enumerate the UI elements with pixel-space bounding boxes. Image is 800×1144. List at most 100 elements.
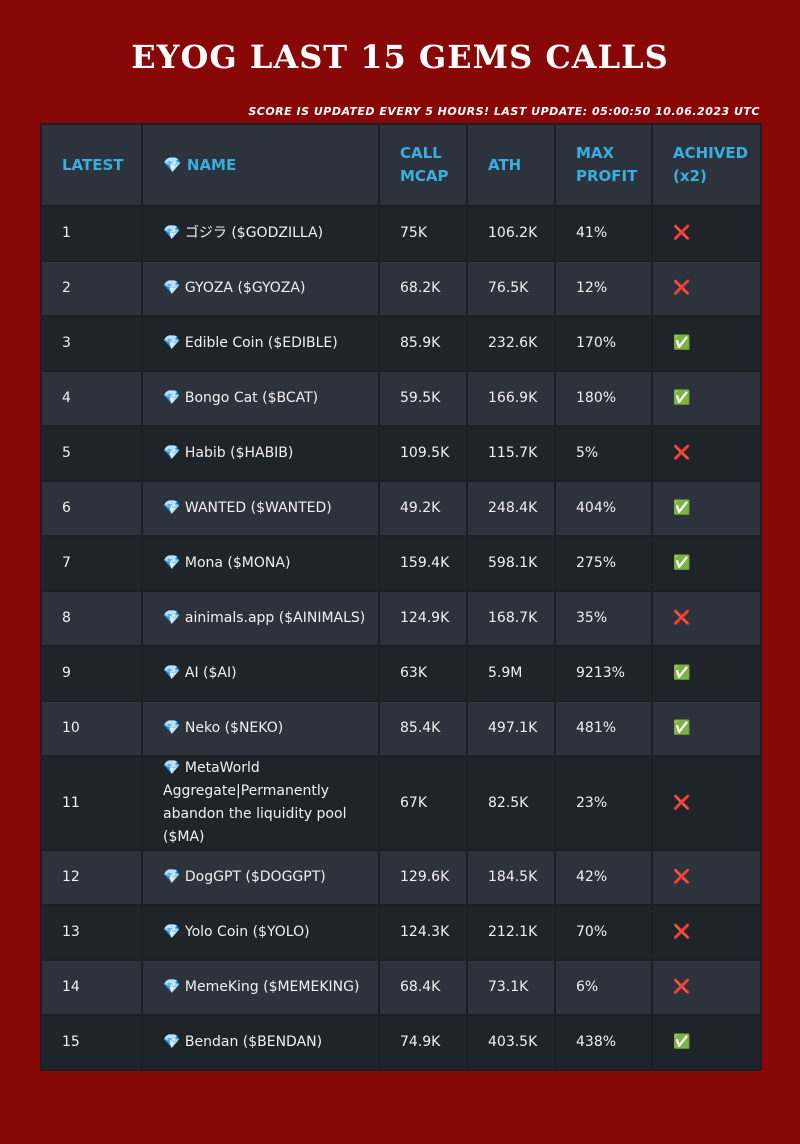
subtitle: SCORE IS UPDATED EVERY 5 HOURS! LAST UPD… — [248, 105, 760, 118]
cell: 76.5K — [468, 262, 554, 315]
column-header: ACHIVED (x2) — [653, 125, 760, 205]
cell: 7 — [42, 537, 141, 590]
cell: 232.6K — [468, 317, 554, 370]
cell: 💎 Edible Coin ($EDIBLE) — [143, 317, 378, 370]
cell: 6% — [556, 961, 651, 1014]
cell: 49.2K — [380, 482, 466, 535]
cell: ✅ — [653, 317, 760, 370]
column-header: LATEST — [42, 125, 141, 205]
cell: 85.4K — [380, 702, 466, 755]
cell: 11 — [42, 757, 141, 849]
cell: 75K — [380, 207, 466, 260]
cell: 35% — [556, 592, 651, 645]
cell: 68.4K — [380, 961, 466, 1014]
column-header: MAX PROFIT — [556, 125, 651, 205]
cell: 10 — [42, 702, 141, 755]
cell: 67K — [380, 757, 466, 849]
cell: 275% — [556, 537, 651, 590]
cell: 💎 MetaWorld Aggregate|Permanently abando… — [143, 757, 378, 849]
cell: 5 — [42, 427, 141, 480]
cell: ❌ — [653, 757, 760, 849]
cell: ✅ — [653, 702, 760, 755]
cell: 9213% — [556, 647, 651, 700]
row: 8 💎 ainimals.app ($AINIMALS) 124.9K 168.7K 3… — [42, 592, 760, 645]
cell: 💎 ゴジラ ($GODZILLA) — [143, 207, 378, 260]
row: 6 💎 WANTED ($WANTED) 49.2K 248.4K 404% ✅ — [42, 482, 760, 535]
row: 14 💎 MemeKing ($MEMEKING) 68.4K 73.1K 6% ❌ — [42, 961, 760, 1014]
cell: 124.9K — [380, 592, 466, 645]
header-row: LATEST 💎 NAME CALL MCAP ATH MAX PROFIT ACHIVE… — [42, 125, 760, 205]
row: 11 💎 MetaWorld Aggregate|Permanently aban… — [42, 757, 760, 849]
cell: ✅ — [653, 537, 760, 590]
cell: 59.5K — [380, 372, 466, 425]
cell: 166.9K — [468, 372, 554, 425]
cell: 70% — [556, 906, 651, 959]
row: 12 💎 DogGPT ($DOGGPT) 129.6K 184.5K 42% ❌ — [42, 851, 760, 904]
cell: 212.1K — [468, 906, 554, 959]
cell: 8 — [42, 592, 141, 645]
cell: 85.9K — [380, 317, 466, 370]
table-body: 1 💎 ゴジラ ($GODZILLA) 75K 106.2K 41% ❌ 2 💎 GYOZA … — [42, 207, 760, 1069]
cell: ❌ — [653, 427, 760, 480]
cell: 💎 Bongo Cat ($BCAT) — [143, 372, 378, 425]
cell: 💎 Neko ($NEKO) — [143, 702, 378, 755]
cell: 404% — [556, 482, 651, 535]
cell: 74.9K — [380, 1016, 466, 1069]
cell: 💎 WANTED ($WANTED) — [143, 482, 378, 535]
cell: 168.7K — [468, 592, 554, 645]
cell: 42% — [556, 851, 651, 904]
cell: 1 — [42, 207, 141, 260]
cell: 598.1K — [468, 537, 554, 590]
cell: 💎 AI ($AI) — [143, 647, 378, 700]
cell: 💎 MemeKing ($MEMEKING) — [143, 961, 378, 1014]
cell: ✅ — [653, 1016, 760, 1069]
cell: 3 — [42, 317, 141, 370]
cell: 2 — [42, 262, 141, 315]
row: 13 💎 Yolo Coin ($YOLO) 124.3K 212.1K 70% ❌ — [42, 906, 760, 959]
row: 9 💎 AI ($AI) 63K 5.9M 9213% ✅ — [42, 647, 760, 700]
gems-table: LATEST 💎 NAME CALL MCAP ATH MAX PROFIT ACHIVE… — [40, 123, 762, 1071]
cell: ✅ — [653, 647, 760, 700]
row: 7 💎 Mona ($MONA) 159.4K 598.1K 275% ✅ — [42, 537, 760, 590]
column-header: 💎 NAME — [143, 125, 378, 205]
row: 5 💎 Habib ($HABIB) 109.5K 115.7K 5% ❌ — [42, 427, 760, 480]
cell: 💎 Mona ($MONA) — [143, 537, 378, 590]
cell: 63K — [380, 647, 466, 700]
cell: 5% — [556, 427, 651, 480]
cell: 106.2K — [468, 207, 554, 260]
cell: 184.5K — [468, 851, 554, 904]
column-header: ATH — [468, 125, 554, 205]
cell: 124.3K — [380, 906, 466, 959]
cell: 4 — [42, 372, 141, 425]
cell: 180% — [556, 372, 651, 425]
cell: 403.5K — [468, 1016, 554, 1069]
cell: 14 — [42, 961, 141, 1014]
cell: ❌ — [653, 592, 760, 645]
cell: 💎 Habib ($HABIB) — [143, 427, 378, 480]
row: 10 💎 Neko ($NEKO) 85.4K 497.1K 481% ✅ — [42, 702, 760, 755]
cell: ❌ — [653, 851, 760, 904]
row: 4 💎 Bongo Cat ($BCAT) 59.5K 166.9K 180% ✅ — [42, 372, 760, 425]
cell: ❌ — [653, 262, 760, 315]
cell: ❌ — [653, 961, 760, 1014]
cell: ✅ — [653, 372, 760, 425]
cell: 497.1K — [468, 702, 554, 755]
cell: 15 — [42, 1016, 141, 1069]
cell: 248.4K — [468, 482, 554, 535]
cell: 481% — [556, 702, 651, 755]
cell: ✅ — [653, 482, 760, 535]
cell: 💎 DogGPT ($DOGGPT) — [143, 851, 378, 904]
title: EYOG LAST 15 GEMS CALLS — [131, 38, 669, 76]
cell: 41% — [556, 207, 651, 260]
row: 3 💎 Edible Coin ($EDIBLE) 85.9K 232.6K 170% ✅ — [42, 317, 760, 370]
cell: 9 — [42, 647, 141, 700]
row: 15 💎 Bendan ($BENDAN) 74.9K 403.5K 438% ✅ — [42, 1016, 760, 1069]
cell: 68.2K — [380, 262, 466, 315]
column-header: CALL MCAP — [380, 125, 466, 205]
cell: 13 — [42, 906, 141, 959]
cell: 12% — [556, 262, 651, 315]
cell: 129.6K — [380, 851, 466, 904]
cell: 12 — [42, 851, 141, 904]
row: 1 💎 ゴジラ ($GODZILLA) 75K 106.2K 41% ❌ — [42, 207, 760, 260]
